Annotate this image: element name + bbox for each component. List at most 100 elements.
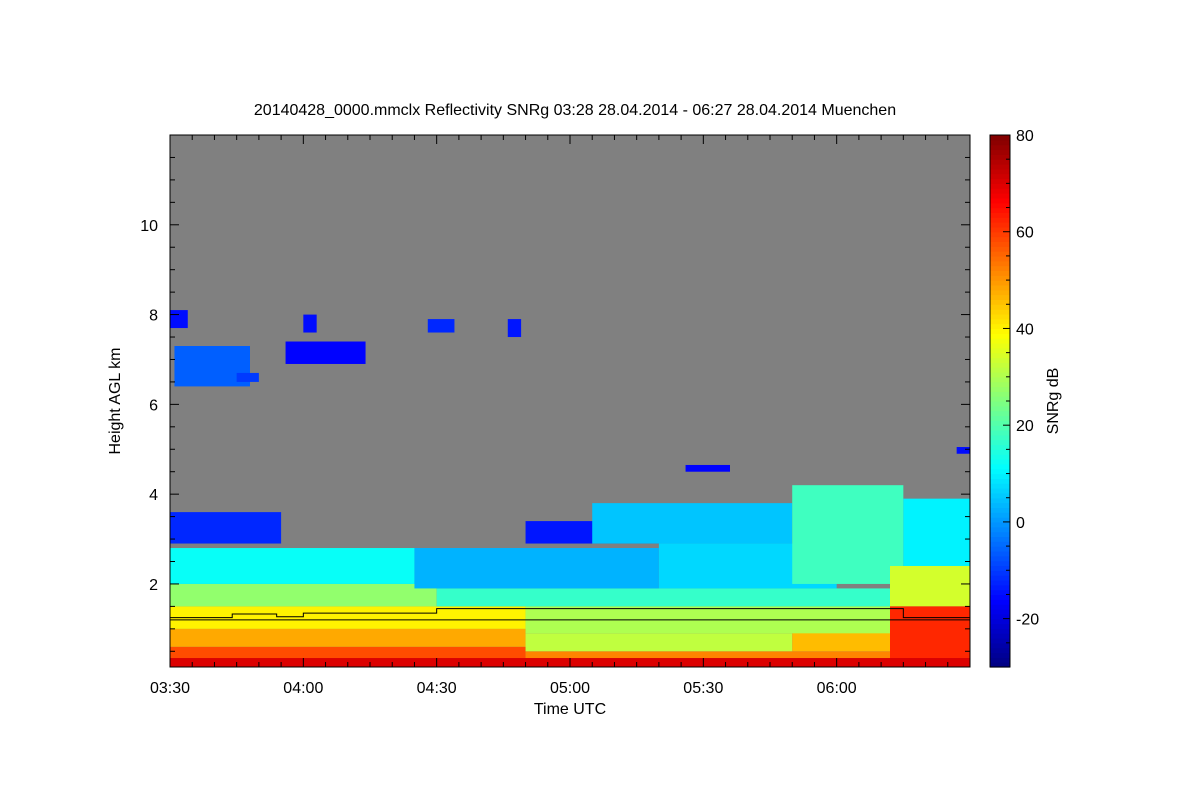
colorbar-segment [990, 135, 1010, 141]
colorbar-segment [990, 309, 1010, 315]
colorbar-segment [990, 647, 1010, 654]
colorbar-segment [990, 604, 1010, 610]
colorbar-segment [990, 652, 1010, 658]
colorbar-segment [990, 347, 1010, 354]
y-tick-label: 2 [149, 577, 158, 594]
x-tick-label: 04:30 [417, 680, 457, 697]
colorbar-segment [990, 575, 1010, 581]
colorbar-segment [990, 560, 1010, 567]
colorbar-segment [990, 405, 1010, 412]
colorbar-segment [990, 212, 1010, 218]
colorbar-segment [990, 642, 1010, 649]
echo-region [890, 606, 970, 659]
colorbar-tick-label: 40 [1016, 321, 1034, 338]
colorbar-segment [990, 502, 1010, 508]
y-tick-label: 10 [140, 218, 158, 235]
y-tick-label: 4 [149, 487, 158, 504]
colorbar-segment [990, 492, 1010, 499]
colorbar-segment [990, 226, 1010, 233]
echo-region [303, 314, 317, 333]
colorbar-segment [990, 454, 1010, 460]
echo-region [436, 588, 890, 607]
echo-region [890, 565, 970, 607]
echo-region [170, 646, 526, 659]
colorbar-segment [990, 613, 1010, 620]
colorbar-segment [990, 149, 1010, 155]
colorbar-segment [990, 526, 1010, 533]
colorbar-segment [990, 371, 1010, 378]
colorbar-segment [990, 521, 1010, 528]
plot-area [170, 135, 970, 667]
echo-region [525, 633, 793, 652]
colorbar-segment [990, 599, 1010, 605]
colorbar-segment [990, 449, 1010, 455]
colorbar-segment [990, 517, 1010, 523]
echo-region [903, 498, 970, 566]
colorbar-segment [990, 318, 1010, 325]
colorbar-segment [990, 637, 1010, 644]
echo-region [427, 319, 455, 333]
colorbar-segment [990, 420, 1010, 426]
colorbar-segment [990, 328, 1010, 334]
colorbar-segment [990, 144, 1010, 151]
colorbar-segment [990, 430, 1010, 436]
colorbar-tick-label: 80 [1016, 128, 1034, 145]
colorbar-segment [990, 425, 1010, 431]
colorbar-segment [990, 386, 1010, 392]
x-tick-label: 03:30 [150, 680, 190, 697]
colorbar-segment [990, 381, 1010, 388]
colorbar-segment [990, 565, 1010, 571]
colorbar-segment [990, 222, 1010, 228]
colorbar-segment [990, 255, 1010, 262]
colorbar-segment [990, 338, 1010, 344]
colorbar-tick-label: 0 [1016, 515, 1025, 532]
colorbar-segment [990, 376, 1010, 383]
colorbar-segment [990, 168, 1010, 175]
colorbar-tick-label: -20 [1016, 612, 1039, 629]
colorbar-segment [990, 608, 1010, 615]
colorbar-segment [990, 173, 1010, 180]
colorbar-tick-label: 20 [1016, 418, 1034, 435]
colorbar-segment [990, 434, 1010, 441]
colorbar-segment [990, 323, 1010, 330]
colorbar-segment [990, 633, 1010, 639]
colorbar-segment [990, 270, 1010, 276]
x-tick-label: 06:00 [817, 680, 857, 697]
colorbar-segment [990, 623, 1010, 629]
colorbar-segment [990, 512, 1010, 518]
colorbar-segment [990, 139, 1010, 146]
echo-region [525, 651, 890, 659]
colorbar-segment [990, 193, 1010, 199]
colorbar-segment [990, 555, 1010, 562]
colorbar-segment [990, 154, 1010, 160]
colorbar-segment [990, 342, 1010, 349]
colorbar-segment [990, 468, 1010, 475]
colorbar-segment [990, 570, 1010, 576]
echo-region [592, 503, 793, 544]
colorbar-segment [990, 536, 1010, 542]
chart-title: 20140428_0000.mmclx Reflectivity SNRg 03… [254, 102, 896, 119]
colorbar-segment [990, 246, 1010, 252]
colorbar-segment [990, 241, 1010, 247]
colorbar-segment [990, 396, 1010, 402]
colorbar-segment [990, 618, 1010, 625]
echo-region [792, 485, 904, 584]
colorbar-segment [990, 357, 1010, 363]
echo-region [170, 548, 415, 584]
colorbar-segment [990, 497, 1010, 504]
colorbar: -20 0 20 40 60 80 [989, 128, 1039, 668]
colorbar-segment [990, 546, 1010, 552]
colorbar-segment [990, 531, 1010, 538]
colorbar-segment [990, 333, 1010, 339]
colorbar-segment [990, 217, 1010, 223]
colorbar-segment [990, 410, 1010, 417]
colorbar-segment [990, 352, 1010, 359]
x-axis-label: Time UTC [534, 701, 606, 718]
colorbar-segment [990, 662, 1010, 668]
echo-region [236, 372, 259, 382]
x-tick-label: 04:00 [283, 680, 323, 697]
colorbar-segment [990, 478, 1010, 484]
colorbar-segment [990, 251, 1010, 257]
